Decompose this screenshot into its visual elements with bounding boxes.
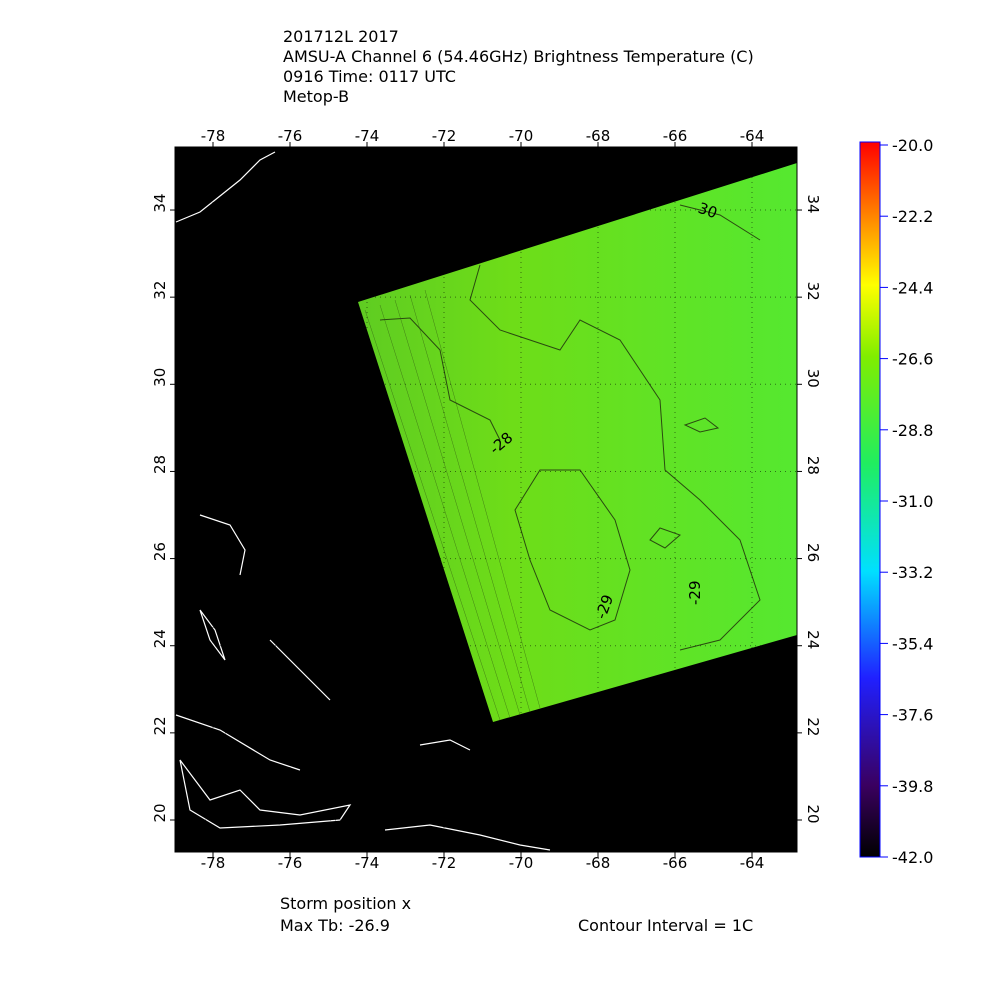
lon-label: -66 [663,127,688,145]
map-frame [174,146,798,853]
lon-label: -72 [432,854,457,872]
lon-label: -76 [278,854,303,872]
dense-contours [364,289,541,721]
lat-label: 32 [151,281,169,300]
lon-label: -68 [586,127,611,145]
header-line: Metop-B [283,87,349,106]
header-line: AMSU-A Channel 6 (54.46GHz) Brightness T… [283,47,754,66]
colorbar-label: -24.4 [892,278,933,297]
lat-label: 26 [804,543,822,562]
lon-label: -64 [740,127,765,145]
lat-label: 20 [804,804,822,823]
lon-label: -70 [509,127,534,145]
contour-interval: Contour Interval = 1C [578,916,753,935]
lat-label: 22 [151,716,169,735]
contour-label: 30 [696,199,720,222]
lat-label: 30 [804,369,822,388]
lat-label: 26 [151,542,169,561]
lat-label: 34 [151,193,169,212]
lon-label: -78 [201,127,226,145]
header-line: 0916 Time: 0117 UTC [283,67,456,86]
lon-label: -70 [509,854,534,872]
contours [379,204,761,651]
colorbar [859,141,881,858]
colorbar-label: -35.4 [892,634,933,653]
lat-label: 22 [804,717,822,736]
colorbar-label: -31.0 [892,492,933,511]
colorbar-label: -20.0 [892,136,933,155]
lon-label: -72 [432,127,457,145]
lon-label: -64 [740,854,765,872]
colorbar-label: -28.8 [892,421,933,440]
lat-label: 24 [151,629,169,648]
colorbar-label: -42.0 [892,848,933,867]
lat-label: 24 [804,630,822,649]
lon-label: -66 [663,854,688,872]
colorbar-label: -37.6 [892,706,933,725]
lat-label: 30 [151,368,169,387]
lat-label: 28 [804,456,822,475]
lon-label: -74 [355,127,380,145]
lat-label: 34 [804,194,822,213]
colorbar-label: -39.8 [892,777,933,796]
colorbar-label: -22.2 [892,207,933,226]
lon-label: -68 [586,854,611,872]
lat-label: 32 [804,282,822,301]
graticule [175,147,797,852]
colorbar-label: -33.2 [892,563,933,582]
lon-label: -74 [355,854,380,872]
lon-label: -78 [201,854,226,872]
lon-label: -76 [278,127,303,145]
lat-label: 20 [151,803,169,822]
lat-label: 28 [151,455,169,474]
header-line: 201712L 2017 [283,27,399,46]
swath [358,163,797,722]
contour-label: -29 [686,581,704,606]
colorbar-label: -26.6 [892,350,933,369]
coastlines [175,151,551,851]
max-tb: Max Tb: -26.9 [280,916,390,935]
storm-position: Storm position x [280,894,411,913]
